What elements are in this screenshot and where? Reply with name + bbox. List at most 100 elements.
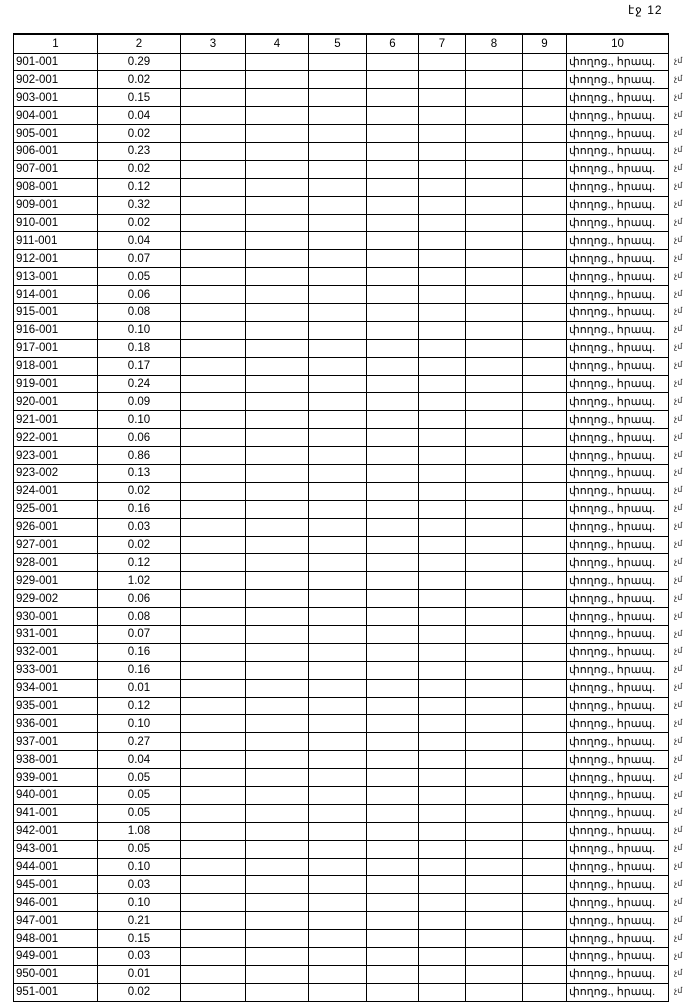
empty-cell bbox=[308, 696, 367, 716]
empty-cell bbox=[522, 750, 567, 770]
purpose-cell: փողոց., հրապ. bbox=[566, 410, 669, 430]
empty-cell bbox=[418, 732, 466, 752]
empty-cell bbox=[522, 267, 567, 287]
table-row: 903-001 0.15 փողոց., հրապ. bbox=[13, 88, 669, 108]
empty-cell bbox=[180, 571, 246, 591]
area-cell: 0.02 bbox=[97, 124, 181, 143]
empty-cell bbox=[465, 750, 523, 770]
table-row: 929-002 0.06 փողոց., հրապ. bbox=[13, 589, 669, 609]
empty-cell bbox=[465, 947, 523, 966]
empty-cell bbox=[308, 159, 367, 179]
parcel-code-cell: 931-001 bbox=[13, 625, 98, 644]
empty-cell bbox=[465, 141, 523, 161]
area-cell: 0.02 bbox=[97, 70, 181, 90]
empty-cell bbox=[366, 463, 419, 483]
empty-cell bbox=[180, 338, 246, 358]
empty-cell bbox=[308, 732, 367, 752]
margin-mark: չմ bbox=[674, 717, 683, 727]
empty-cell bbox=[418, 231, 466, 251]
empty-cell bbox=[180, 517, 246, 537]
margin-mark: չմ bbox=[674, 968, 683, 978]
empty-cell bbox=[245, 857, 309, 877]
empty-cell bbox=[180, 678, 246, 698]
empty-cell bbox=[418, 338, 466, 358]
margin-mark: չմ bbox=[674, 109, 683, 119]
margin-mark: չմ bbox=[674, 56, 683, 65]
empty-cell bbox=[465, 285, 523, 304]
empty-cell bbox=[180, 195, 246, 215]
empty-cell bbox=[308, 911, 367, 931]
empty-cell bbox=[418, 374, 466, 394]
empty-cell bbox=[308, 678, 367, 698]
empty-cell bbox=[366, 410, 419, 430]
empty-cell bbox=[245, 964, 309, 984]
empty-cell bbox=[465, 535, 523, 555]
margin-mark: չմ bbox=[674, 521, 683, 531]
empty-cell bbox=[522, 607, 567, 626]
empty-cell bbox=[418, 356, 466, 376]
purpose-cell: փողոց., հրապ. bbox=[566, 589, 669, 609]
empty-cell bbox=[245, 267, 309, 287]
table-row: 918-001 0.17 փողոց., հրապ. bbox=[13, 356, 669, 376]
empty-cell bbox=[308, 463, 367, 483]
empty-cell bbox=[522, 589, 567, 609]
empty-cell bbox=[245, 607, 309, 626]
empty-cell bbox=[465, 88, 523, 108]
empty-cell bbox=[366, 446, 419, 465]
empty-cell bbox=[245, 320, 309, 340]
parcel-code-cell: 935-001 bbox=[13, 696, 98, 716]
empty-cell bbox=[465, 52, 523, 72]
empty-cell bbox=[308, 106, 367, 126]
margin-mark: չմ bbox=[674, 467, 683, 477]
empty-cell bbox=[180, 159, 246, 179]
margin-mark: չմ bbox=[674, 485, 683, 495]
empty-cell bbox=[308, 320, 367, 340]
table-row: 912-001 0.07 փողոց., հրապ. bbox=[13, 249, 669, 269]
empty-cell bbox=[522, 70, 567, 90]
empty-cell bbox=[418, 660, 466, 680]
empty-cell bbox=[418, 159, 466, 179]
empty-cell bbox=[308, 714, 367, 734]
area-cell: 0.05 bbox=[97, 786, 181, 805]
empty-cell bbox=[180, 660, 246, 680]
parcel-code-cell: 948-001 bbox=[13, 929, 98, 949]
area-cell: 0.04 bbox=[97, 106, 181, 126]
empty-cell bbox=[180, 839, 246, 859]
empty-cell bbox=[522, 374, 567, 394]
empty-cell bbox=[180, 964, 246, 984]
area-cell: 0.06 bbox=[97, 428, 181, 448]
empty-cell bbox=[366, 750, 419, 770]
empty-cell bbox=[308, 392, 367, 412]
area-cell: 0.23 bbox=[97, 141, 181, 161]
empty-cell bbox=[366, 428, 419, 448]
parcel-code-cell: 912-001 bbox=[13, 249, 98, 269]
parcel-code-cell: 942-001 bbox=[13, 821, 98, 841]
parcel-code-cell: 950-001 bbox=[13, 964, 98, 984]
table-row: 926-001 0.03 փողոց., հրապ. bbox=[13, 517, 669, 537]
purpose-cell: փողոց., հրապ. bbox=[566, 195, 669, 215]
parcel-code-cell: 946-001 bbox=[13, 893, 98, 913]
empty-cell bbox=[418, 195, 466, 215]
empty-cell bbox=[522, 857, 567, 877]
empty-cell bbox=[418, 320, 466, 340]
margin-mark: չմ bbox=[674, 360, 683, 370]
parcel-code-cell: 932-001 bbox=[13, 642, 98, 662]
table-row: 913-001 0.05 փողոց., հրապ. bbox=[13, 267, 669, 287]
parcel-code-cell: 902-001 bbox=[13, 70, 98, 90]
empty-cell bbox=[418, 768, 466, 788]
empty-cell bbox=[180, 392, 246, 412]
margin-mark: չմ bbox=[674, 199, 683, 209]
margin-mark: չմ bbox=[674, 861, 683, 871]
table-row: 949-001 0.03 փողոց., հրապ. bbox=[13, 947, 669, 966]
area-cell: 0.08 bbox=[97, 607, 181, 626]
empty-cell bbox=[366, 141, 419, 161]
empty-cell bbox=[245, 929, 309, 949]
empty-cell bbox=[245, 821, 309, 841]
empty-cell bbox=[522, 982, 567, 1002]
purpose-cell: փողոց., հրապ. bbox=[566, 213, 669, 233]
empty-cell bbox=[308, 893, 367, 913]
empty-cell bbox=[245, 106, 309, 126]
empty-cell bbox=[418, 929, 466, 949]
purpose-cell: փողոց., հրապ. bbox=[566, 302, 669, 322]
purpose-cell: փողոց., հրապ. bbox=[566, 428, 669, 448]
